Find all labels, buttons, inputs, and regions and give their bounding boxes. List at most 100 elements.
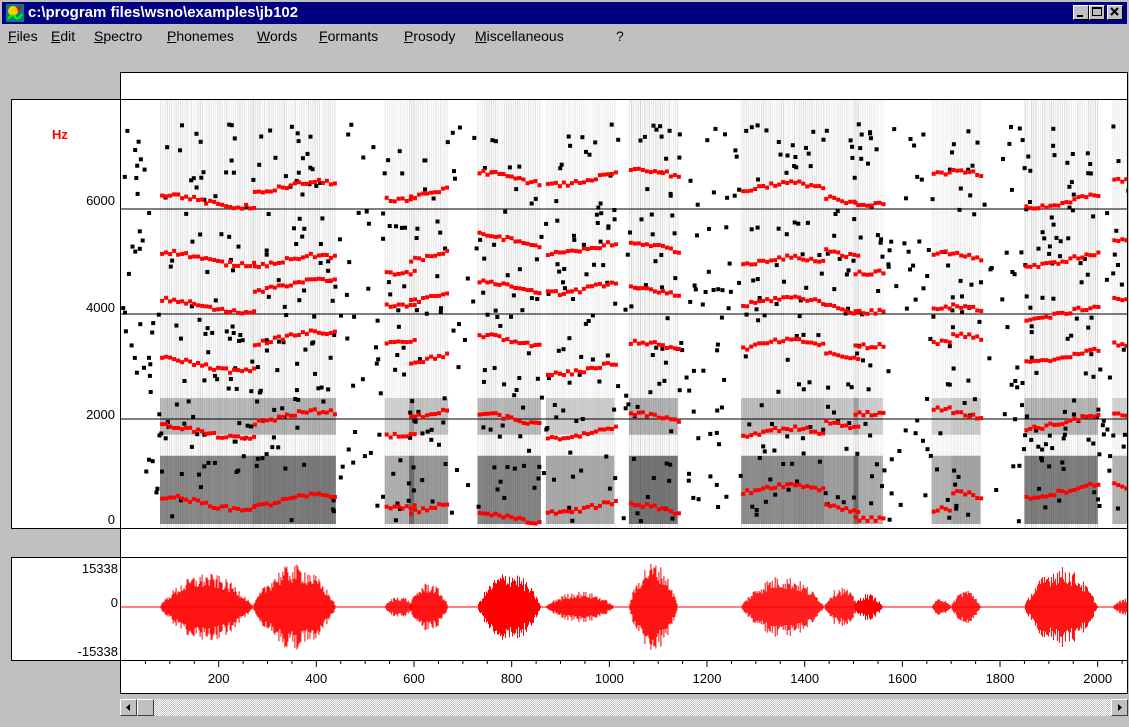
formant-point bbox=[761, 341, 766, 346]
formant-point bbox=[284, 497, 289, 501]
formant-point bbox=[809, 485, 814, 490]
formant-point bbox=[757, 488, 762, 493]
formant-point bbox=[408, 197, 413, 202]
formant-point bbox=[640, 168, 645, 172]
formant-point bbox=[569, 435, 574, 440]
noise-point bbox=[557, 269, 562, 274]
formant-point bbox=[204, 431, 209, 436]
noise-point bbox=[1017, 463, 1022, 468]
formant-point bbox=[400, 434, 405, 439]
formant-point bbox=[931, 340, 936, 344]
noise-point bbox=[858, 235, 863, 240]
noise-point bbox=[706, 269, 711, 274]
formant-point bbox=[437, 502, 442, 507]
formant-point bbox=[853, 412, 858, 417]
noise-point bbox=[339, 313, 343, 318]
formant-point bbox=[963, 254, 968, 259]
noise-point bbox=[264, 248, 269, 253]
formant-point bbox=[660, 243, 665, 248]
formant-point bbox=[232, 308, 237, 313]
window-title: c:\program files\wsno\examples\jb102 bbox=[28, 4, 299, 21]
menu-help[interactable]: ? bbox=[616, 28, 624, 44]
noise-point bbox=[738, 473, 743, 478]
scroll-thumb[interactable] bbox=[137, 699, 154, 716]
formant-point bbox=[312, 180, 317, 184]
menu-phonemes[interactable]: Phonemes bbox=[167, 28, 234, 44]
annotation-band-top[interactable] bbox=[120, 72, 1128, 100]
menu-edit[interactable]: Edit bbox=[51, 28, 76, 44]
noise-point bbox=[801, 332, 806, 337]
formant-point bbox=[176, 426, 181, 430]
noise-point bbox=[928, 336, 933, 341]
formant-point bbox=[553, 249, 558, 254]
formant-point bbox=[292, 495, 297, 500]
formant-point bbox=[597, 246, 602, 251]
formant-point bbox=[232, 263, 237, 268]
noise-point bbox=[754, 307, 759, 312]
formant-point bbox=[676, 511, 681, 516]
formant-point bbox=[404, 270, 409, 274]
noise-point bbox=[130, 244, 135, 249]
annotation-band-middle[interactable] bbox=[120, 528, 1128, 558]
app-icon[interactable] bbox=[6, 4, 24, 22]
menu-files[interactable]: Files bbox=[8, 28, 38, 44]
noise-point bbox=[147, 457, 151, 462]
close-button[interactable] bbox=[1107, 5, 1123, 20]
noise-point bbox=[134, 370, 139, 375]
noise-point bbox=[303, 347, 308, 352]
noise-point bbox=[174, 323, 179, 328]
scroll-track[interactable] bbox=[154, 699, 1111, 716]
formant-point bbox=[561, 180, 566, 185]
formant-point bbox=[228, 310, 233, 314]
noise-point bbox=[968, 193, 973, 198]
formant-point bbox=[276, 283, 281, 288]
formant-point bbox=[597, 173, 602, 178]
formant-point bbox=[268, 284, 273, 289]
formant-point bbox=[844, 255, 849, 259]
minimize-button[interactable] bbox=[1073, 5, 1089, 20]
formant-point bbox=[284, 333, 289, 338]
menu-miscellaneous[interactable]: Miscellaneous bbox=[475, 28, 564, 44]
formant-point bbox=[1084, 308, 1089, 312]
formant-point bbox=[1028, 206, 1033, 211]
menu-spectro[interactable]: Spectro bbox=[94, 28, 143, 44]
noise-point bbox=[398, 458, 403, 463]
waveform-panel[interactable] bbox=[120, 557, 1128, 661]
formant-point bbox=[877, 307, 882, 312]
noise-point bbox=[966, 378, 971, 383]
menu-formants[interactable]: Formants bbox=[319, 28, 379, 44]
scroll-left-button[interactable] bbox=[120, 699, 137, 716]
noise-point bbox=[521, 405, 526, 410]
noise-point bbox=[213, 298, 218, 303]
spectrogram-panel[interactable] bbox=[120, 99, 1128, 529]
formant-point bbox=[821, 486, 826, 491]
waveform-plot[interactable] bbox=[121, 558, 1127, 660]
formant-point bbox=[417, 360, 422, 365]
formant-point bbox=[821, 186, 826, 191]
noise-point bbox=[376, 357, 381, 362]
menu-prosody[interactable]: Prosody bbox=[404, 28, 456, 44]
noise-point bbox=[558, 166, 563, 171]
noise-point bbox=[126, 271, 131, 276]
noise-point bbox=[481, 425, 486, 430]
formant-point bbox=[232, 206, 237, 211]
formant-point bbox=[828, 350, 833, 355]
scroll-right-button[interactable] bbox=[1111, 699, 1128, 716]
formant-point bbox=[569, 372, 574, 377]
menu-words[interactable]: Words bbox=[257, 28, 298, 44]
formant-point bbox=[1080, 351, 1085, 356]
formant-point bbox=[417, 412, 422, 417]
noise-point bbox=[664, 156, 669, 161]
maximize-button[interactable] bbox=[1089, 5, 1105, 20]
title-bar[interactable]: c:\program files\wsno\examples\jb102 bbox=[2, 2, 1127, 24]
formant-point bbox=[832, 503, 837, 508]
formant-point bbox=[212, 367, 217, 372]
formant-point bbox=[777, 182, 782, 187]
noise-point bbox=[238, 333, 243, 337]
noise-point bbox=[958, 278, 963, 283]
noise-point bbox=[245, 423, 250, 428]
spectrogram-plot[interactable] bbox=[121, 100, 1127, 528]
noise-point bbox=[364, 209, 369, 214]
amp-tick-min: -15338 bbox=[77, 644, 118, 659]
formant-point bbox=[963, 304, 968, 309]
